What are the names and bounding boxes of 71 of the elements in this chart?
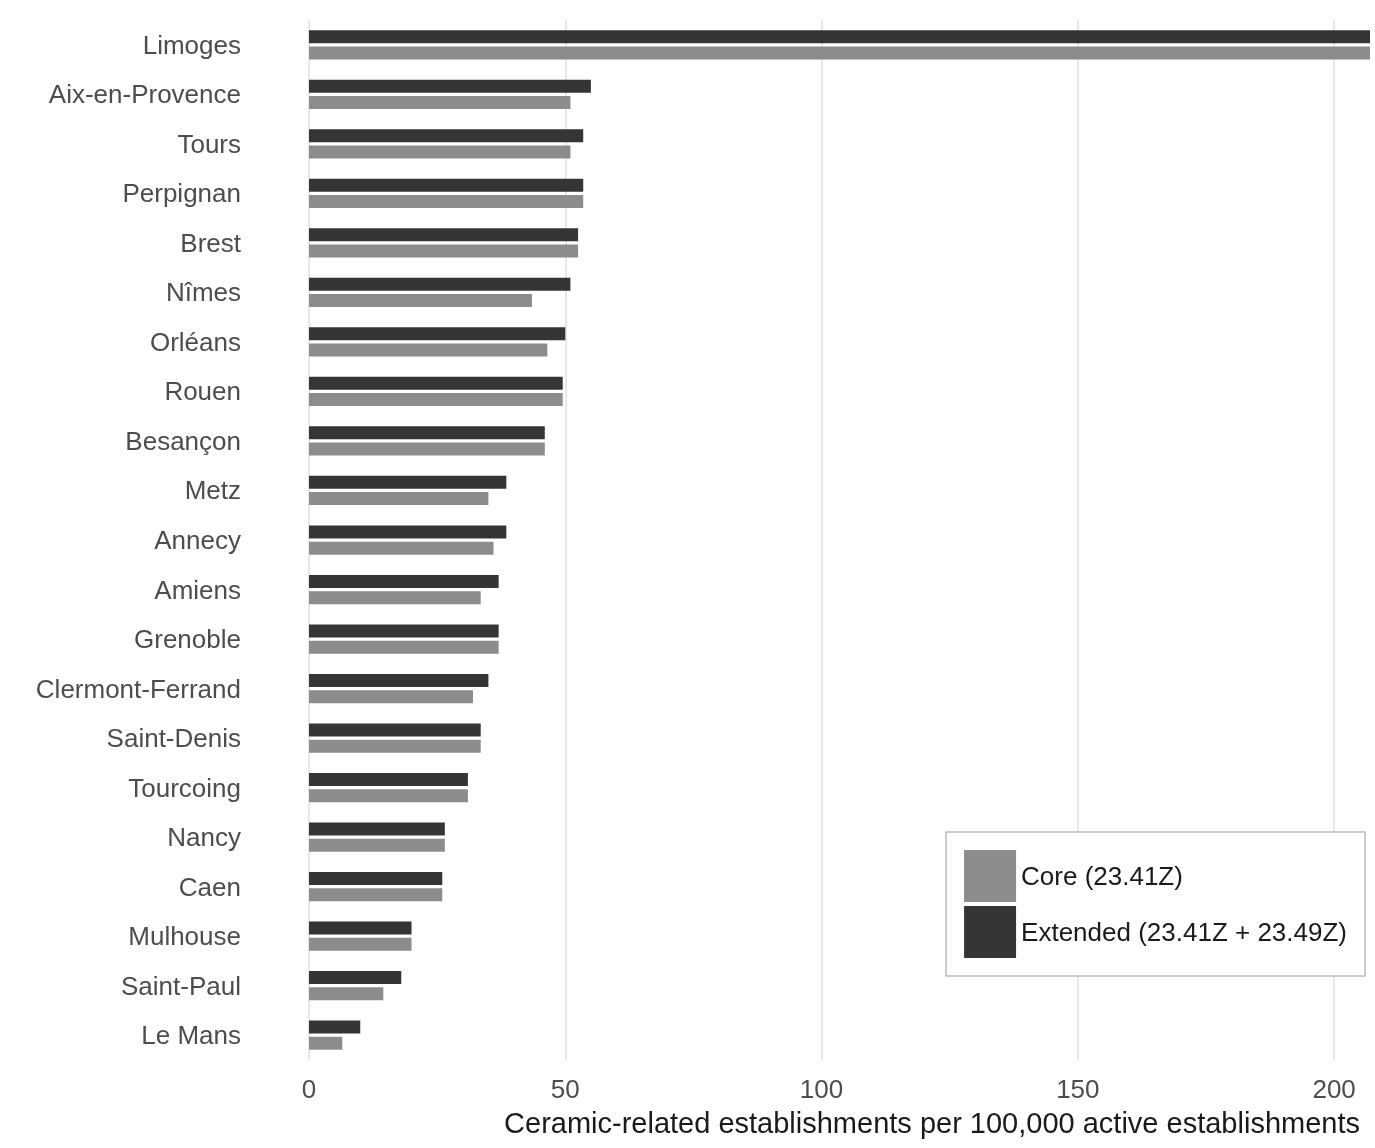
bar [309, 194, 584, 208]
x-tick-label: 200 [1312, 1074, 1356, 1104]
bar [309, 888, 443, 902]
y-tick-label: Limoges [142, 29, 241, 60]
y-tick-label: Perpignan [122, 178, 241, 209]
bar [309, 492, 489, 506]
bar [309, 525, 507, 539]
bar [309, 772, 468, 786]
bar [309, 690, 474, 704]
bar [309, 79, 591, 93]
bar [309, 673, 489, 687]
x-tick-label: 0 [301, 1074, 317, 1104]
y-tick-label: Le Mans [141, 1020, 241, 1051]
bar [309, 327, 566, 341]
bar [309, 541, 494, 555]
bar [309, 640, 499, 654]
bar [309, 277, 571, 291]
legend-label: Core (23.41Z) [1021, 861, 1183, 891]
x-axis-title: Ceramic-related establishments per 100,000 active establishments [504, 1106, 1360, 1139]
bar [309, 376, 563, 390]
bar [309, 789, 468, 803]
y-tick-label: Brest [180, 227, 242, 258]
y-tick-label: Grenoble [134, 624, 241, 655]
bar [309, 129, 584, 143]
x-tick-label: 150 [1056, 1074, 1100, 1104]
bar [309, 739, 481, 753]
bar [309, 442, 545, 456]
y-tick-label: Saint-Denis [106, 723, 241, 754]
bar [309, 244, 579, 258]
bar [309, 1036, 343, 1050]
x-tick-label: 100 [799, 1074, 844, 1104]
bar [309, 475, 507, 489]
bar [309, 294, 532, 308]
bar [309, 178, 584, 192]
y-tick-label: Nancy [167, 822, 241, 853]
legend-label: Extended (23.41Z + 23.49Z) [1021, 917, 1348, 947]
bar [309, 95, 571, 109]
y-tick-label: Saint-Paul [121, 970, 241, 1001]
bar [309, 872, 443, 886]
y-tick-label: Orléans [149, 326, 241, 357]
bar [309, 838, 445, 852]
bar [309, 30, 1370, 44]
bar [309, 937, 412, 951]
bar [309, 228, 579, 242]
y-tick-label: Rouen [164, 376, 241, 407]
bar [309, 624, 499, 638]
y-tick-label: Tourcoing [128, 772, 241, 803]
bar [309, 971, 402, 985]
bar [309, 723, 481, 737]
bar [309, 393, 563, 407]
y-tick-label: Mulhouse [128, 921, 241, 952]
y-tick-label: Nîmes [165, 277, 241, 308]
bar [309, 574, 499, 588]
bar [309, 822, 445, 836]
y-tick-label: Metz [184, 475, 241, 506]
y-tick-label: Aix-en-Provence [48, 79, 241, 110]
bar [309, 426, 545, 440]
bar [309, 343, 548, 357]
x-tick-label: 50 [550, 1074, 580, 1104]
bar [309, 145, 571, 159]
bar [309, 987, 384, 1001]
y-tick-label: Besançon [125, 425, 241, 456]
bar [309, 1020, 361, 1034]
y-tick-label: Caen [178, 871, 241, 902]
y-tick-label: Clermont-Ferrand [35, 673, 241, 704]
bar [309, 921, 412, 935]
y-tick-label: Tours [177, 128, 241, 159]
bar [309, 46, 1370, 60]
bar [309, 591, 481, 605]
y-tick-label: Annecy [154, 525, 241, 555]
y-tick-label: Amiens [154, 574, 241, 605]
